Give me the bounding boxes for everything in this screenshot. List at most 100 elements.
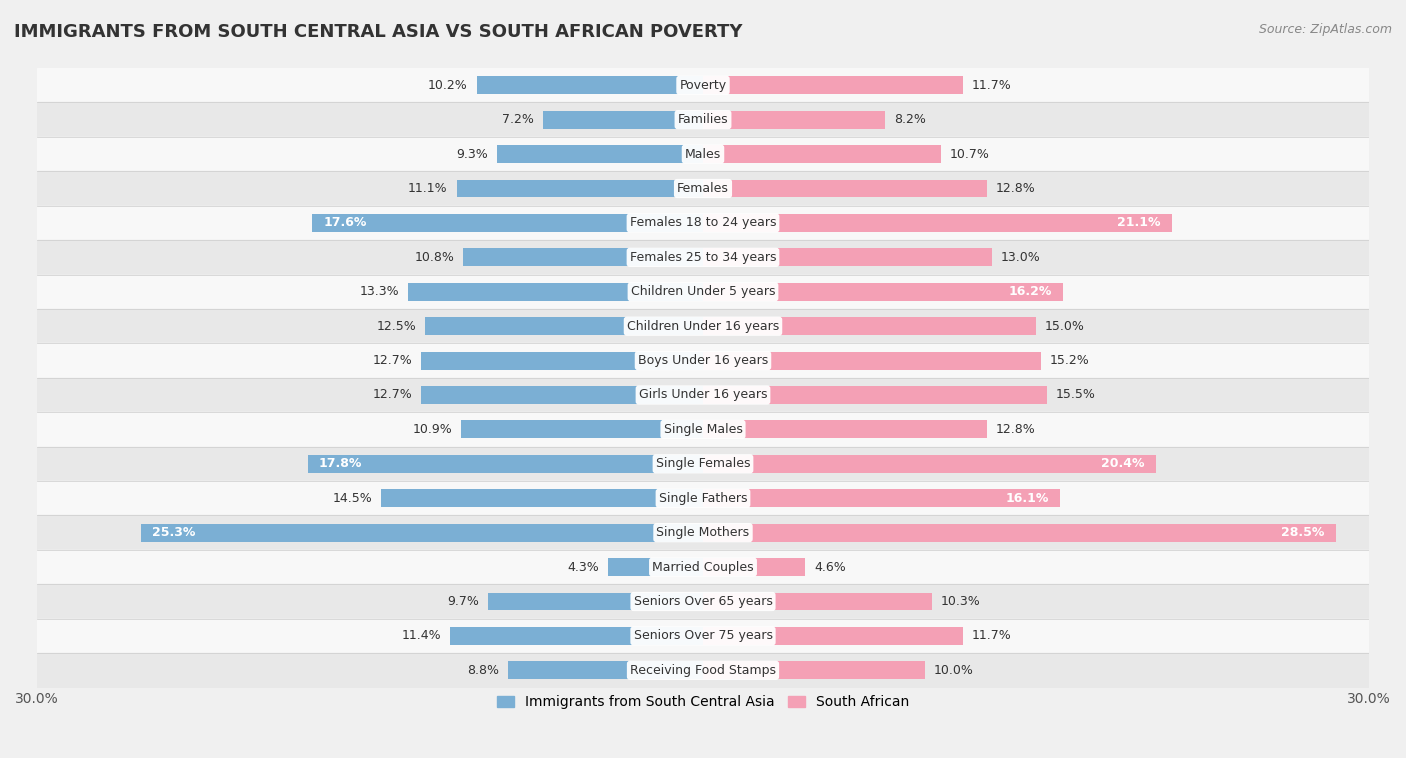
Bar: [37, 412, 1369, 446]
Text: 7.2%: 7.2%: [502, 113, 534, 126]
Bar: [37, 377, 1369, 412]
Text: Females 18 to 24 years: Females 18 to 24 years: [630, 217, 776, 230]
Text: 4.3%: 4.3%: [567, 561, 599, 574]
Bar: [508, 662, 703, 679]
Bar: [381, 490, 703, 507]
Text: Females 25 to 34 years: Females 25 to 34 years: [630, 251, 776, 264]
Text: 15.0%: 15.0%: [1045, 320, 1085, 333]
Bar: [37, 550, 1369, 584]
Bar: [37, 515, 1369, 550]
Bar: [461, 421, 703, 438]
Bar: [37, 343, 1369, 377]
Bar: [37, 584, 1369, 619]
Text: Poverty: Poverty: [679, 79, 727, 92]
Bar: [37, 102, 1369, 137]
Bar: [703, 558, 806, 576]
Bar: [703, 249, 991, 266]
Text: 9.3%: 9.3%: [456, 148, 488, 161]
Text: 12.5%: 12.5%: [377, 320, 416, 333]
Text: 12.8%: 12.8%: [995, 182, 1036, 195]
Text: 16.2%: 16.2%: [1008, 285, 1052, 298]
Bar: [37, 205, 1369, 240]
Text: Source: ZipAtlas.com: Source: ZipAtlas.com: [1258, 23, 1392, 36]
Bar: [312, 214, 703, 232]
Bar: [703, 524, 1336, 542]
Bar: [703, 214, 1171, 232]
Bar: [703, 455, 1156, 473]
Bar: [703, 283, 1063, 301]
Text: 13.0%: 13.0%: [1001, 251, 1040, 264]
Text: 8.2%: 8.2%: [894, 113, 925, 126]
Text: 8.8%: 8.8%: [467, 664, 499, 677]
Text: 28.5%: 28.5%: [1281, 526, 1324, 539]
Text: Single Mothers: Single Mothers: [657, 526, 749, 539]
Bar: [37, 481, 1369, 515]
Bar: [37, 274, 1369, 309]
Bar: [37, 653, 1369, 688]
Bar: [703, 490, 1060, 507]
Text: 21.1%: 21.1%: [1116, 217, 1160, 230]
Text: 10.2%: 10.2%: [427, 79, 468, 92]
Text: 12.7%: 12.7%: [373, 389, 412, 402]
Bar: [703, 317, 1036, 335]
Bar: [37, 309, 1369, 343]
Bar: [703, 386, 1047, 404]
Bar: [703, 180, 987, 197]
Text: 16.1%: 16.1%: [1007, 492, 1049, 505]
Text: 17.6%: 17.6%: [323, 217, 367, 230]
Bar: [37, 171, 1369, 205]
Bar: [37, 619, 1369, 653]
Text: 25.3%: 25.3%: [152, 526, 195, 539]
Text: Seniors Over 65 years: Seniors Over 65 years: [634, 595, 772, 608]
Text: Seniors Over 75 years: Seniors Over 75 years: [634, 629, 772, 642]
Legend: Immigrants from South Central Asia, South African: Immigrants from South Central Asia, Sout…: [491, 690, 915, 715]
Bar: [496, 145, 703, 163]
Text: Single Males: Single Males: [664, 423, 742, 436]
Text: 11.4%: 11.4%: [401, 629, 441, 642]
Text: 12.8%: 12.8%: [995, 423, 1036, 436]
Bar: [703, 77, 963, 94]
Bar: [488, 593, 703, 610]
Bar: [703, 111, 884, 129]
Text: 9.7%: 9.7%: [447, 595, 478, 608]
Bar: [477, 77, 703, 94]
Text: Families: Families: [678, 113, 728, 126]
Text: 10.0%: 10.0%: [934, 664, 974, 677]
Bar: [308, 455, 703, 473]
Bar: [703, 627, 963, 645]
Bar: [37, 68, 1369, 102]
Text: Males: Males: [685, 148, 721, 161]
Text: 10.8%: 10.8%: [415, 251, 454, 264]
Bar: [703, 352, 1040, 370]
Text: 4.6%: 4.6%: [814, 561, 846, 574]
Text: Single Fathers: Single Fathers: [659, 492, 747, 505]
Bar: [408, 283, 703, 301]
Bar: [703, 662, 925, 679]
Text: Children Under 5 years: Children Under 5 years: [631, 285, 775, 298]
Bar: [543, 111, 703, 129]
Text: 10.7%: 10.7%: [949, 148, 990, 161]
Text: 11.1%: 11.1%: [408, 182, 447, 195]
Text: 11.7%: 11.7%: [972, 79, 1011, 92]
Bar: [457, 180, 703, 197]
Text: 10.9%: 10.9%: [412, 423, 453, 436]
Text: Married Couples: Married Couples: [652, 561, 754, 574]
Bar: [37, 137, 1369, 171]
Bar: [703, 593, 932, 610]
Text: 20.4%: 20.4%: [1101, 457, 1144, 470]
Bar: [141, 524, 703, 542]
Bar: [703, 421, 987, 438]
Bar: [420, 386, 703, 404]
Text: IMMIGRANTS FROM SOUTH CENTRAL ASIA VS SOUTH AFRICAN POVERTY: IMMIGRANTS FROM SOUTH CENTRAL ASIA VS SO…: [14, 23, 742, 41]
Text: 10.3%: 10.3%: [941, 595, 980, 608]
Bar: [420, 352, 703, 370]
Text: 12.7%: 12.7%: [373, 354, 412, 367]
Text: 14.5%: 14.5%: [332, 492, 373, 505]
Text: Children Under 16 years: Children Under 16 years: [627, 320, 779, 333]
Text: 11.7%: 11.7%: [972, 629, 1011, 642]
Bar: [703, 145, 941, 163]
Bar: [450, 627, 703, 645]
Text: 13.3%: 13.3%: [359, 285, 399, 298]
Bar: [463, 249, 703, 266]
Text: Females: Females: [678, 182, 728, 195]
